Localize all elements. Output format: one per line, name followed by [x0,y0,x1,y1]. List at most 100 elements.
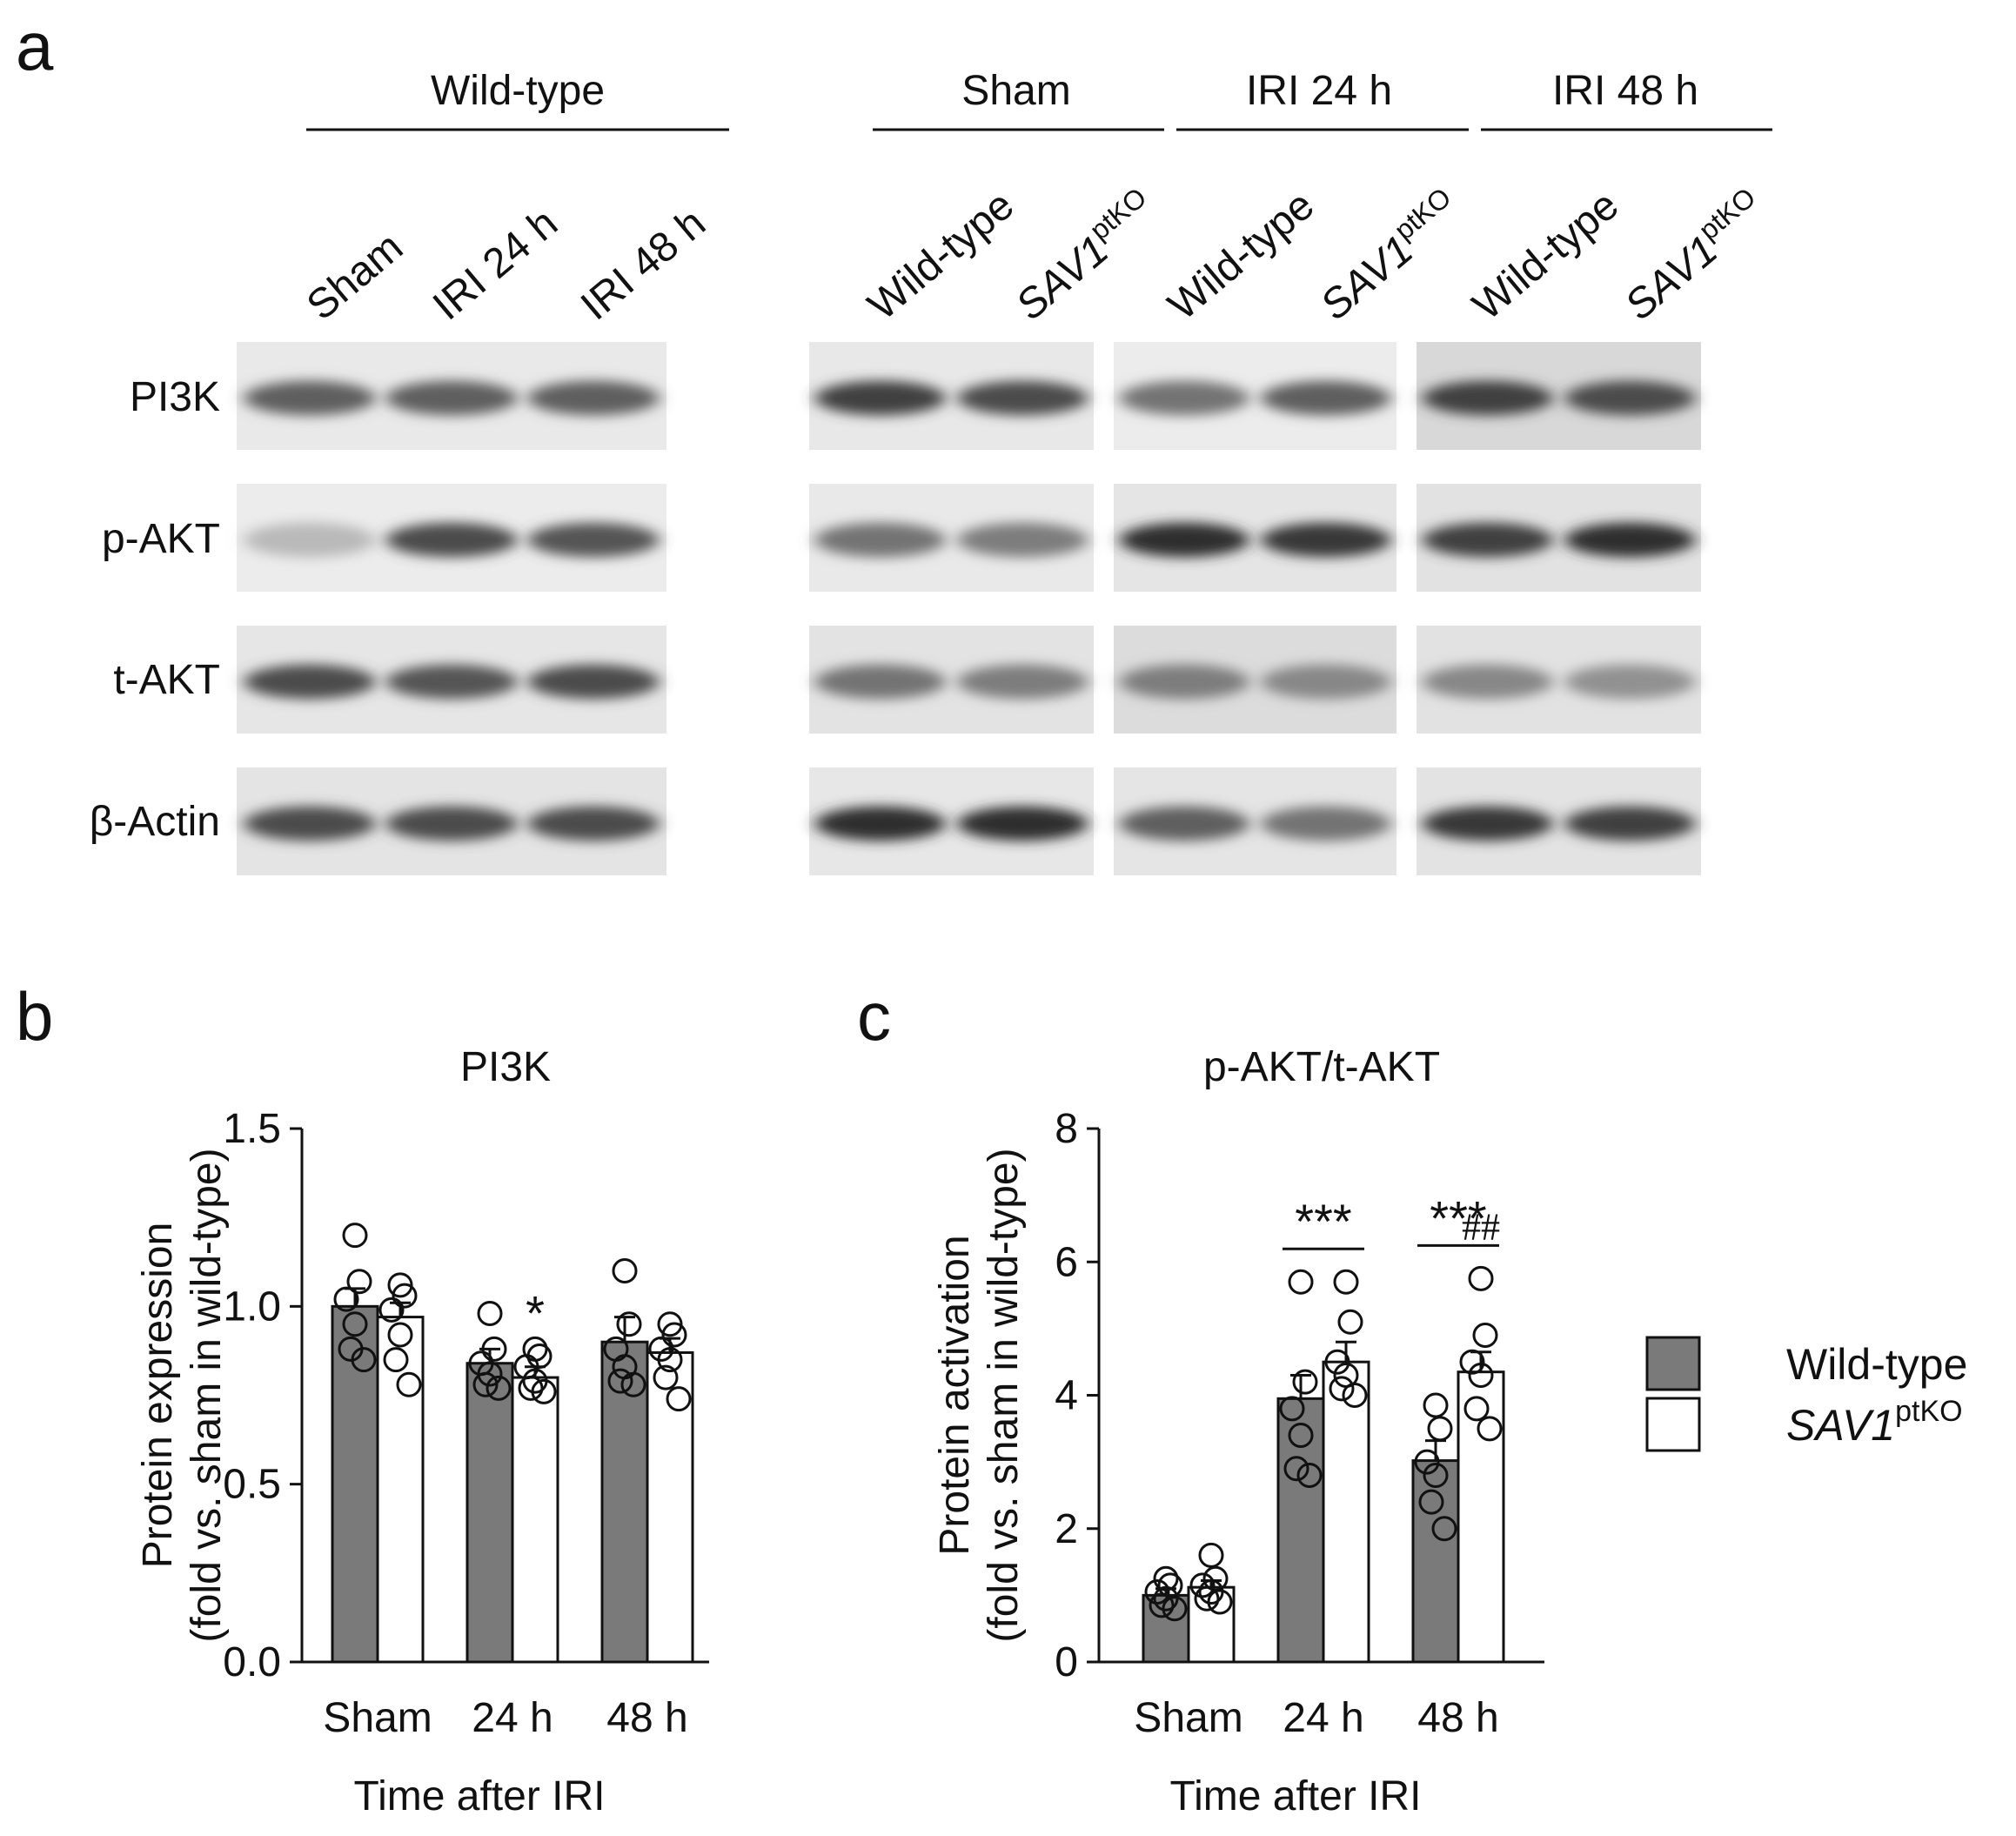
blot-band [244,380,376,416]
data-point [1472,1323,1498,1349]
blot-band [1422,664,1553,700]
blot-band [957,522,1088,558]
blot-band [1261,806,1391,841]
blot-band [957,806,1088,841]
data-point [396,1371,422,1397]
data-point [1162,1596,1188,1622]
blot-row-label-actin: β-Actin [90,799,220,845]
blot-band [1564,664,1696,700]
data-point [1288,1269,1314,1295]
significance-marker: * [526,1285,545,1340]
data-point [387,1272,413,1298]
x-tick-label: Sham [323,1695,432,1741]
blot-band [527,380,660,416]
blot-band [1564,522,1696,558]
data-point [477,1361,503,1387]
data-point [518,1375,544,1401]
data-point [1468,1265,1494,1291]
x-axis-label: Time after IRI [1170,1773,1422,1819]
bar [1322,1360,1370,1664]
blot-band [527,522,660,558]
panel-b-letter: b [16,978,53,1055]
lane-label: Sham [298,224,412,329]
data-point [333,1286,359,1312]
data-point [486,1375,512,1401]
chart-title: p-AKT/t-AKT [1203,1044,1440,1090]
data-point [1329,1376,1355,1402]
bar [646,1350,694,1664]
blot-band [385,522,518,558]
group-header-iri24: IRI 24 h [1246,68,1392,114]
data-point [666,1386,692,1412]
data-point [1337,1309,1363,1335]
data-point [612,1257,638,1283]
bar [1457,1370,1505,1664]
data-point [1423,1392,1449,1418]
blot-band [1564,380,1696,416]
significance-marker: *** [1430,1190,1486,1245]
data-point [1292,1369,1318,1395]
x-tick-label: 24 h [1283,1695,1363,1741]
panel-a-letter: a [16,8,54,84]
data-point [1431,1516,1457,1542]
y-tick-label: 0 [1055,1639,1078,1685]
x-axis-label: Time after IRI [354,1773,606,1819]
data-point [1427,1416,1453,1442]
data-point [378,1297,405,1323]
panel-a: a Wild-type Sham IRI 24 h IRI 48 h Sham … [16,8,1775,875]
group-header-iri48: IRI 48 h [1552,68,1698,114]
blot-band [1119,522,1249,558]
bar [1276,1397,1325,1664]
x-tick-label: 48 h [1417,1695,1498,1741]
blot-band [244,522,376,558]
bar [511,1376,559,1664]
data-point [1423,1462,1449,1488]
blot-band [1422,806,1553,841]
data-point [1149,1592,1175,1618]
x-tick-label: 24 h [472,1695,553,1741]
data-point [1198,1542,1224,1568]
blot-band [1564,806,1696,841]
bar [1411,1459,1460,1664]
blot-row-label-pi3k: PI3K [130,374,220,420]
blot-band [814,806,946,841]
data-point [1342,1383,1368,1408]
lane-label: Wild-type [860,182,1022,329]
data-point [1296,1462,1323,1488]
data-point [1333,1269,1359,1295]
blot-band [814,522,946,558]
data-point [653,1364,679,1390]
panel-c: c p-AKT/t-AKT 0 2 4 6 8 Protein activation(fol… [857,978,1544,1819]
lane-label: SAV1ptKO [1613,181,1775,329]
y-tick-label: 8 [1055,1106,1078,1152]
data-point [661,1322,687,1348]
data-point [1477,1416,1503,1442]
data-point [607,1368,633,1394]
lane-label: Wild-type [1464,182,1627,329]
data-point [657,1347,683,1373]
data-point [342,1311,368,1337]
blot-band [1422,380,1553,416]
blot-band [1261,522,1391,558]
x-tick-label: Sham [1134,1695,1242,1741]
data-point [1144,1579,1170,1605]
blot-band [385,806,518,841]
lane-label: SAV1ptKO [1004,181,1166,329]
data-point [1418,1489,1444,1515]
data-point [1463,1396,1490,1422]
lane-label: IRI 48 h [573,200,714,330]
group-header-sham: Sham [961,68,1070,114]
data-point [1189,1572,1216,1598]
y-tick-label: 0.0 [223,1639,281,1685]
y-tick-label: 1.0 [223,1283,281,1330]
data-point [616,1311,642,1337]
data-point [1288,1422,1314,1448]
blot-band [1119,380,1249,416]
blot-band [814,380,946,416]
legend-swatch-sav1 [1645,1397,1701,1452]
blot-band [385,380,518,416]
blot-band [957,380,1088,416]
legend: Wild-type SAV1ptKO [1645,1336,1967,1452]
